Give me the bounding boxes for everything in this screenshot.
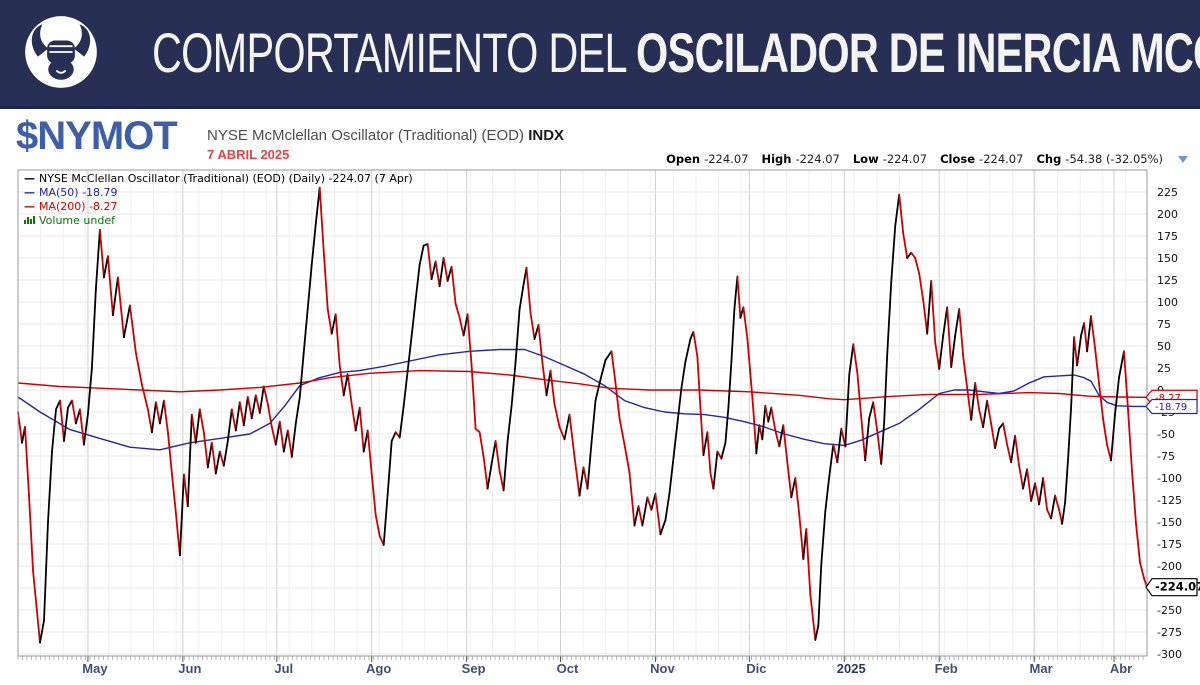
svg-text:-50: -50: [1157, 428, 1175, 441]
svg-text:100: 100: [1157, 296, 1178, 309]
legend-label: NYSE McClellan Oscillator (Traditional) …: [39, 172, 413, 185]
oscillator-line: [17, 186, 1148, 644]
svg-text:200: 200: [1157, 208, 1178, 221]
quote-close: Close -224.07: [940, 152, 1024, 166]
svg-text:Oct: Oct: [557, 661, 579, 676]
svg-text:May: May: [82, 661, 108, 676]
time-axis-labels: May Jun Jul Ago Sep Oct Nov Dic 2025 Feb Mar Abr: [82, 661, 1132, 676]
svg-text:Nov: Nov: [650, 661, 675, 676]
legend-item-0: — NYSE McClellan Oscillator (Traditional)…: [24, 172, 413, 186]
svg-text:Jun: Jun: [178, 661, 201, 676]
svg-text:-8.27: -8.27: [1155, 393, 1181, 404]
svg-text:Ago: Ago: [366, 661, 391, 676]
svg-text:-150: -150: [1157, 516, 1182, 529]
grid: [18, 170, 1147, 656]
svg-text:-300: -300: [1157, 648, 1182, 661]
change-direction-icon[interactable]: [1178, 155, 1188, 163]
legend-line-swatch: —: [24, 186, 35, 199]
ma50-line: [17, 348, 1148, 451]
quote-open: Open -224.07: [666, 152, 749, 166]
svg-text:25: 25: [1157, 362, 1171, 375]
legend-label: MA(200) -8.27: [39, 200, 118, 213]
legend-item-2: — MA(200) -8.27: [24, 200, 413, 214]
svg-text:Feb: Feb: [935, 661, 958, 676]
page-title-regular: COMPORTAMIENTO DEL: [152, 21, 637, 84]
quote-bar: Open -224.07 High -224.07 Low -224.07 Close…: [666, 152, 1188, 166]
legend-item-1: — MA(50) -18.79: [24, 186, 413, 200]
ticker-date: 7 ABRIL 2025: [207, 147, 290, 162]
price-flag: [1145, 398, 1198, 415]
svg-text:-125: -125: [1157, 494, 1182, 507]
legend-label: MA(50) -18.79: [39, 186, 118, 199]
svg-text:Abr: Abr: [1110, 661, 1132, 676]
header-banner: COMPORTAMIENTO DEL OSCILADOR DE INERCIA …: [0, 0, 1200, 109]
legend-item-3: Volume undef: [24, 214, 413, 228]
bull-logo: [24, 15, 98, 89]
svg-text:2025: 2025: [837, 661, 866, 676]
svg-text:-250: -250: [1157, 604, 1182, 617]
svg-text:-275: -275: [1157, 626, 1182, 639]
legend-label: Volume undef: [39, 214, 115, 227]
chart-svg: 2252001751501251007550250-25-50-75-100-1…: [0, 168, 1200, 680]
ticker-name: NYSE McMclellan Oscillator (Traditional)…: [207, 127, 564, 144]
legend-line-swatch: —: [24, 172, 35, 185]
quote-change: Chg -54.38 (-32.05%): [1036, 152, 1163, 166]
svg-text:-175: -175: [1157, 538, 1182, 551]
svg-text:-224.07: -224.07: [1155, 580, 1200, 594]
svg-text:-100: -100: [1157, 472, 1182, 485]
chart-area[interactable]: — NYSE McClellan Oscillator (Traditional)…: [0, 168, 1200, 680]
chart-plot[interactable]: 2252001751501251007550250-25-50-75-100-1…: [0, 168, 1200, 685]
page-title: COMPORTAMIENTO DEL OSCILADOR DE INERCIA …: [152, 0, 1200, 106]
svg-text:Dic: Dic: [746, 661, 766, 676]
svg-text:-18.79: -18.79: [1155, 402, 1187, 413]
quote-high: High -224.07: [761, 152, 840, 166]
svg-text:75: 75: [1157, 318, 1171, 331]
svg-text:-75: -75: [1157, 450, 1175, 463]
quote-low: Low -224.07: [852, 152, 928, 166]
svg-text:125: 125: [1157, 274, 1178, 287]
svg-text:-200: -200: [1157, 560, 1182, 573]
plot-border: [17, 169, 1148, 657]
ticker-name-text: NYSE McMclellan Oscillator (Traditional)…: [207, 127, 529, 144]
ma200-line: [17, 369, 1148, 401]
svg-text:Jul: Jul: [274, 661, 293, 676]
svg-text:50: 50: [1157, 340, 1171, 353]
ticker-exchange: INDX: [528, 127, 565, 144]
svg-text:175: 175: [1157, 230, 1178, 243]
price-flag: [1145, 578, 1198, 597]
ticker-symbol: $NYMOT: [16, 114, 178, 158]
svg-text:225: 225: [1157, 186, 1178, 199]
svg-text:Mar: Mar: [1030, 661, 1053, 676]
price-flags: -8.27-18.79 -224.07: [1145, 389, 1200, 597]
price-axis: 2252001751501251007550250-25-50-75-100-1…: [1157, 186, 1182, 661]
legend-line-swatch: —: [24, 200, 35, 213]
time-axis: [17, 656, 1144, 662]
page-title-bold: OSCILADOR DE INERCIA MCCLELLAN: [636, 21, 1200, 84]
svg-text:150: 150: [1157, 252, 1178, 265]
volume-bars-icon: [24, 216, 35, 224]
svg-text:Sep: Sep: [462, 661, 486, 676]
chart-legend: — NYSE McClellan Oscillator (Traditional)…: [24, 172, 413, 228]
